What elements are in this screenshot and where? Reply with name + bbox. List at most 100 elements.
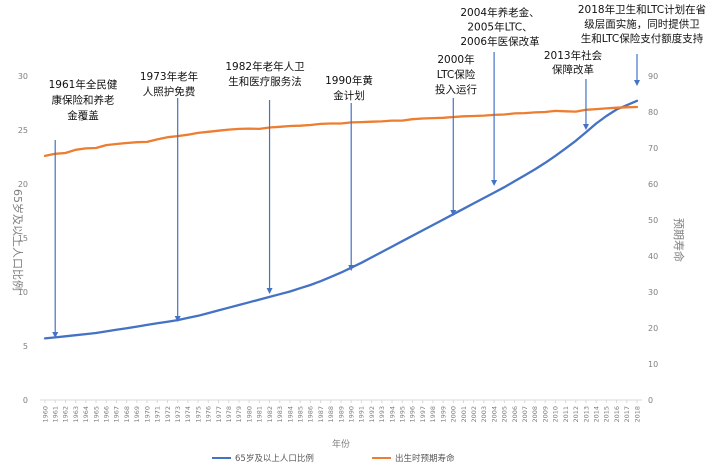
x-tick-label: 1984	[286, 406, 294, 423]
x-tick-label: 2009	[541, 406, 549, 423]
x-tick-label: 2018	[633, 406, 641, 423]
x-tick-label: 2006	[511, 406, 519, 423]
annotation-arrowhead	[52, 332, 59, 338]
x-tick-label: 2011	[562, 406, 570, 423]
x-tick-label: 1991	[358, 406, 366, 423]
x-axis-label: 年份	[332, 438, 350, 450]
x-tick-label: 1986	[307, 406, 315, 423]
left-y-tick-label: 5	[23, 342, 28, 351]
right-y-tick-label: 40	[648, 252, 658, 261]
x-tick-label: 1964	[82, 406, 90, 423]
x-tick-label: 1970	[143, 406, 151, 423]
x-tick-label: 1966	[103, 406, 111, 423]
x-tick-label: 2013	[582, 406, 590, 423]
annotation-text: 1990年黄	[325, 74, 373, 87]
annotation-text: 康保险和养老	[52, 94, 115, 107]
x-tick-label: 1993	[378, 406, 386, 423]
left-y-tick-label: 20	[18, 180, 28, 189]
right-y-tick-label: 60	[648, 180, 658, 189]
x-tick-label: 1994	[388, 406, 396, 423]
x-tick-label: 1973	[174, 406, 182, 423]
x-tick-label: 1996	[409, 406, 417, 423]
x-tick-label: 1961	[52, 406, 60, 423]
annotation-arrowhead	[348, 265, 355, 271]
annotation-text: 投入运行	[435, 83, 477, 96]
x-tick-label: 1972	[164, 406, 172, 423]
right-y-tick-label: 80	[648, 108, 658, 117]
x-axis: 1960 1961 1962 1963 1964 1965 1966 1967 1968 1969…	[41, 400, 641, 423]
right-y-tick-label: 10	[648, 360, 658, 369]
right-y-tick-label: 90	[648, 72, 658, 81]
annotation-text: LTC保险	[437, 68, 476, 81]
x-tick-label: 1962	[62, 406, 70, 423]
x-tick-label: 2000	[450, 406, 458, 423]
x-tick-label: 2015	[603, 406, 611, 423]
x-tick-label: 2007	[521, 406, 529, 423]
x-tick-label: 1999	[439, 406, 447, 423]
x-tick-label: 1989	[337, 406, 345, 423]
annotation-arrowhead	[450, 210, 457, 216]
annotation-arrowhead	[266, 288, 273, 294]
x-tick-label: 1963	[72, 406, 80, 423]
x-tick-label: 1960	[41, 406, 49, 423]
annotation-text: 金计划	[333, 89, 365, 102]
x-tick-label: 1998	[429, 406, 437, 423]
legend-label-life-expectancy: 出生时预期寿命	[395, 453, 455, 464]
x-tick-label: 1997	[419, 406, 427, 423]
x-tick-label: 2004	[490, 406, 498, 423]
annotation-text: 生和医疗服务法	[228, 75, 302, 88]
annotation-text: 人照护免费	[143, 85, 196, 98]
right-y-tick-label: 0	[648, 396, 653, 405]
x-tick-label: 1995	[399, 406, 407, 423]
annotation-text: 2018年卫生和LTC计划在省	[578, 3, 706, 16]
x-tick-label: 1988	[327, 406, 335, 423]
x-tick-label: 1965	[92, 406, 100, 423]
left-y-tick-label: 0	[23, 396, 28, 405]
x-tick-label: 1974	[184, 406, 192, 423]
x-tick-label: 1978	[225, 406, 233, 423]
annotation-text: 级层面实施，同时提供卫	[584, 18, 700, 31]
x-tick-label: 1982	[266, 406, 274, 423]
x-tick-label: 1983	[276, 406, 284, 423]
x-tick-label: 1980	[245, 406, 253, 423]
x-tick-label: 1971	[154, 406, 162, 423]
x-tick-label: 2016	[613, 406, 621, 423]
annotation-text: 1961年全民健	[49, 78, 118, 91]
left-y-tick-label: 25	[18, 126, 28, 135]
left-y-tick-label: 30	[18, 72, 28, 81]
right-y-axis-label: 预期寿命	[672, 218, 686, 262]
right-y-tick-label: 50	[648, 216, 658, 225]
annotation-text: 2000年	[437, 53, 474, 66]
annotation-text: 1973年老年	[140, 70, 198, 83]
x-tick-label: 1981	[256, 406, 264, 423]
x-tick-label: 1967	[113, 406, 121, 423]
x-tick-label: 1985	[296, 406, 304, 423]
x-tick-label: 1977	[215, 406, 223, 423]
x-tick-label: 2014	[592, 406, 600, 423]
x-tick-label: 1969	[133, 406, 141, 423]
annotation-text: 金覆盖	[67, 109, 99, 122]
left-y-axis-label: 65岁及以上人口比例	[11, 189, 25, 291]
x-tick-label: 1979	[235, 406, 243, 423]
x-tick-label: 1976	[205, 406, 213, 423]
x-tick-label: 2010	[552, 406, 560, 423]
x-tick-label: 2001	[460, 406, 468, 423]
series-line-population-ratio	[43, 99, 639, 340]
left-y-axis: 0 5 10 15 20 25 30	[18, 72, 28, 405]
x-tick-label: 2008	[531, 406, 539, 423]
annotation-arrowhead	[582, 124, 589, 130]
annotation-text: 保障改革	[552, 63, 594, 76]
series-line-life-expectancy	[43, 105, 639, 158]
x-tick-label: 2003	[480, 406, 488, 423]
legend: 65岁及以上人口比例 出生时预期寿命	[212, 453, 455, 464]
annotation-text: 2005年LTC、	[467, 21, 532, 34]
